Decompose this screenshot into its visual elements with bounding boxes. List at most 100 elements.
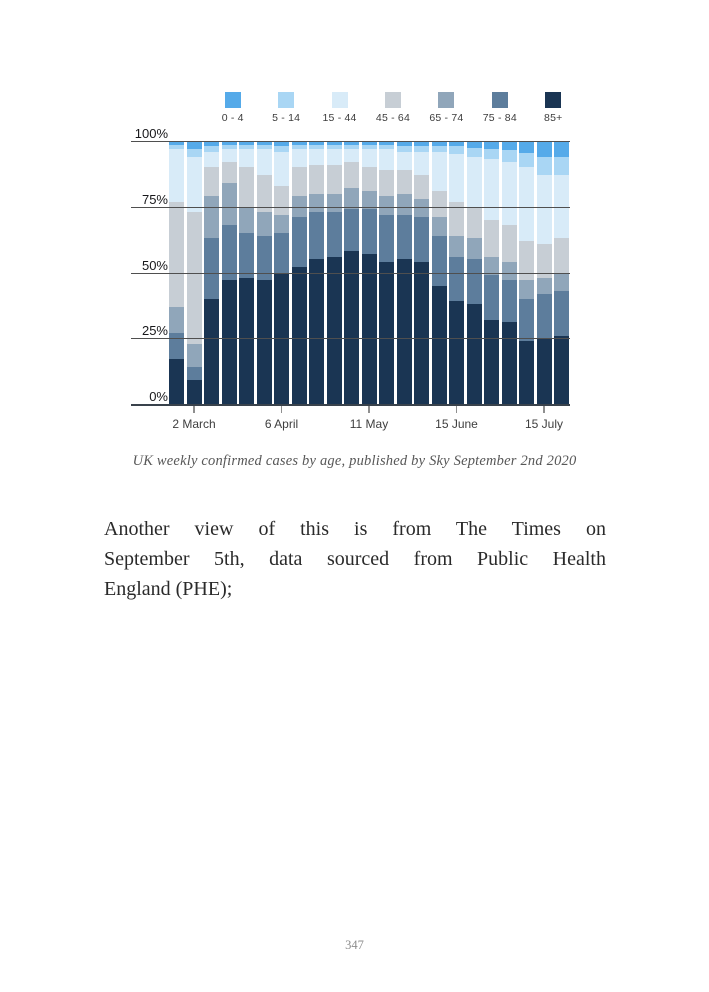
bar-segment-75-84 <box>274 233 289 273</box>
stacked-bar-week-10 <box>326 141 342 404</box>
bar-segment-75-84 <box>186 367 202 381</box>
stacked-bar-week-19 <box>484 141 499 404</box>
bar-segment-5-14 <box>379 144 394 149</box>
bar-segment-85+ <box>221 280 237 404</box>
x-axis-label: 15 July <box>524 417 564 431</box>
legend-label: 15 - 44 <box>322 112 357 124</box>
legend-label: 75 - 84 <box>482 112 517 124</box>
bar-segment-5-14 <box>326 144 342 149</box>
bar-segment-45-64 <box>186 212 202 344</box>
bar-segment-75-84 <box>484 275 499 320</box>
bar-segment-0-4 <box>274 140 289 147</box>
bar-segment-65-74 <box>326 193 342 213</box>
bar-segment-45-64 <box>204 167 219 197</box>
legend-swatch-65-74 <box>438 92 455 108</box>
stacked-bar-week-23 <box>554 141 569 404</box>
y-axis-label: 25% <box>141 323 168 339</box>
bar-segment-45-64 <box>274 185 289 215</box>
legend-item: 75 - 84 <box>473 92 526 124</box>
bar-segment-45-64 <box>466 206 482 239</box>
bar-segment-0-4 <box>519 141 534 153</box>
legend-item: 85+ <box>527 92 580 124</box>
bar-segment-85+ <box>431 285 447 404</box>
bar-segment-45-64 <box>256 175 272 213</box>
stacked-bar-week-6 <box>256 141 272 404</box>
bar-segment-15-44 <box>431 151 447 191</box>
legend-swatch-5-14 <box>278 92 295 108</box>
bar-segment-0-4 <box>431 141 447 147</box>
bar-segment-5-14 <box>169 144 184 149</box>
paragraph-line: Another view of this is from The Times o… <box>104 518 606 540</box>
bar-segment-75-84 <box>309 212 324 260</box>
bar-segment-85+ <box>379 261 394 404</box>
legend-swatch-85+ <box>545 92 562 108</box>
y-axis-label: 50% <box>141 257 168 273</box>
bar-segment-85+ <box>396 259 412 404</box>
bar-segment-75-84 <box>431 235 447 286</box>
bar-segment-75-84 <box>256 235 272 281</box>
gridline-0% <box>131 404 570 406</box>
bar-segment-75-84 <box>554 290 569 336</box>
bar-segment-65-74 <box>291 196 307 218</box>
bar-segment-65-74 <box>344 188 359 210</box>
legend-label: 65 - 74 <box>429 112 464 124</box>
bar-segment-65-74 <box>239 206 254 234</box>
figure-caption: UK weekly confirmed cases by age, publis… <box>132 453 577 469</box>
bar-segment-15-44 <box>344 148 359 163</box>
bar-segment-15-44 <box>414 151 429 176</box>
stacked-bar-week-15 <box>414 141 429 404</box>
bar-segment-85+ <box>484 319 499 404</box>
bar-segment-0-4 <box>309 141 324 145</box>
bar-segment-45-64 <box>414 175 429 199</box>
bar-segment-5-14 <box>466 147 482 157</box>
bar-segment-5-14 <box>204 146 219 152</box>
bar-segment-5-14 <box>449 146 464 155</box>
y-axis-label: 100% <box>134 126 168 141</box>
bar-segment-0-4 <box>204 140 219 147</box>
bar-segment-65-74 <box>501 261 517 281</box>
bar-segment-85+ <box>519 340 534 404</box>
stacked-bar-week-13 <box>379 141 394 404</box>
chart-legend: 0 - 4 5 - 14 15 - 44 45 - 64 65 - 74 75 - 84 8… <box>206 92 580 124</box>
bar-segment-65-74 <box>554 272 569 291</box>
bar-segment-5-14 <box>256 144 272 149</box>
bar-segment-85+ <box>449 301 464 404</box>
bar-segment-65-74 <box>204 196 219 239</box>
legend-item: 15 - 44 <box>313 92 366 124</box>
stacked-bar-week-4 <box>221 141 237 404</box>
bar-segment-65-74 <box>309 193 324 212</box>
bar-segment-65-74 <box>169 306 184 333</box>
x-tick <box>368 406 370 413</box>
bar-segment-65-74 <box>414 198 429 218</box>
bar-segment-65-74 <box>431 217 447 236</box>
bar-segment-15-44 <box>256 148 272 176</box>
gridline-50% <box>131 272 570 274</box>
bar-segment-0-4 <box>169 141 184 145</box>
bar-segment-85+ <box>554 335 569 404</box>
bar-segment-45-64 <box>309 164 324 194</box>
stacked-bar-week-12 <box>361 141 377 404</box>
stacked-bar-week-8 <box>291 141 307 404</box>
legend-label: 0 - 4 <box>221 112 244 124</box>
bar-segment-15-44 <box>379 148 394 170</box>
bar-segment-75-84 <box>449 256 464 302</box>
bar-segment-0-4 <box>501 141 517 151</box>
bar-segment-15-44 <box>536 175 552 244</box>
x-axis-label: 2 March <box>172 417 216 431</box>
bar-segment-85+ <box>536 338 552 404</box>
bar-segment-0-4 <box>186 140 202 149</box>
stacked-bar-week-11 <box>344 141 359 404</box>
bar-segment-85+ <box>501 322 517 404</box>
bar-segment-65-74 <box>466 238 482 260</box>
bar-segment-75-84 <box>414 217 429 262</box>
bar-segment-85+ <box>309 259 324 404</box>
bar-segment-85+ <box>414 261 429 404</box>
stacked-bar-week-21 <box>519 141 534 404</box>
bar-segment-0-4 <box>344 141 359 145</box>
bar-segment-0-4 <box>554 141 569 157</box>
paragraph-line: England (PHE); <box>104 578 233 600</box>
gridline-25% <box>131 338 570 340</box>
bar-segment-65-74 <box>519 280 534 299</box>
gridline-75% <box>131 206 570 208</box>
